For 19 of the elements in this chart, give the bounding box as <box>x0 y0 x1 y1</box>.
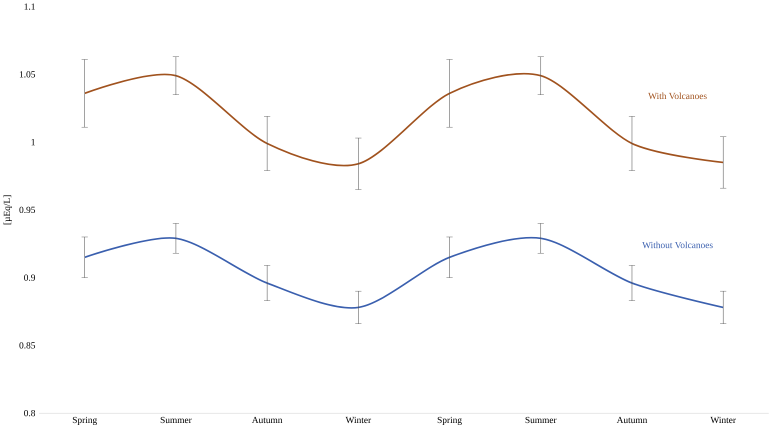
y-tick-label: 0.9 <box>24 274 36 281</box>
y-tick-label: 1 <box>32 138 35 145</box>
y-tick-label: 0.8 <box>24 410 36 416</box>
line-series <box>84 236 724 308</box>
x-tick-label: Autumn <box>616 416 648 423</box>
x-tick-label: Winter <box>710 416 736 423</box>
text: Without Volcanoes <box>642 241 713 248</box>
y-tick-label: 0.85 <box>19 342 36 348</box>
x-tick-label: Spring <box>438 416 462 425</box>
x-tick-label: Summer <box>160 416 192 423</box>
y-axis-title: [µEq/L] <box>3 195 12 224</box>
x-tick-label: Summer <box>526 416 557 423</box>
x-tick-label: Autumn <box>252 416 282 423</box>
x-tick-label: Winter <box>346 416 372 423</box>
y-tick-label: 0.95 <box>19 206 36 213</box>
y-tick-label: 1.1 <box>24 3 35 10</box>
x-tick-label: Spring <box>72 416 97 425</box>
text: With Volcanoes <box>648 92 707 99</box>
y-tick-label: 1.05 <box>20 70 36 78</box>
